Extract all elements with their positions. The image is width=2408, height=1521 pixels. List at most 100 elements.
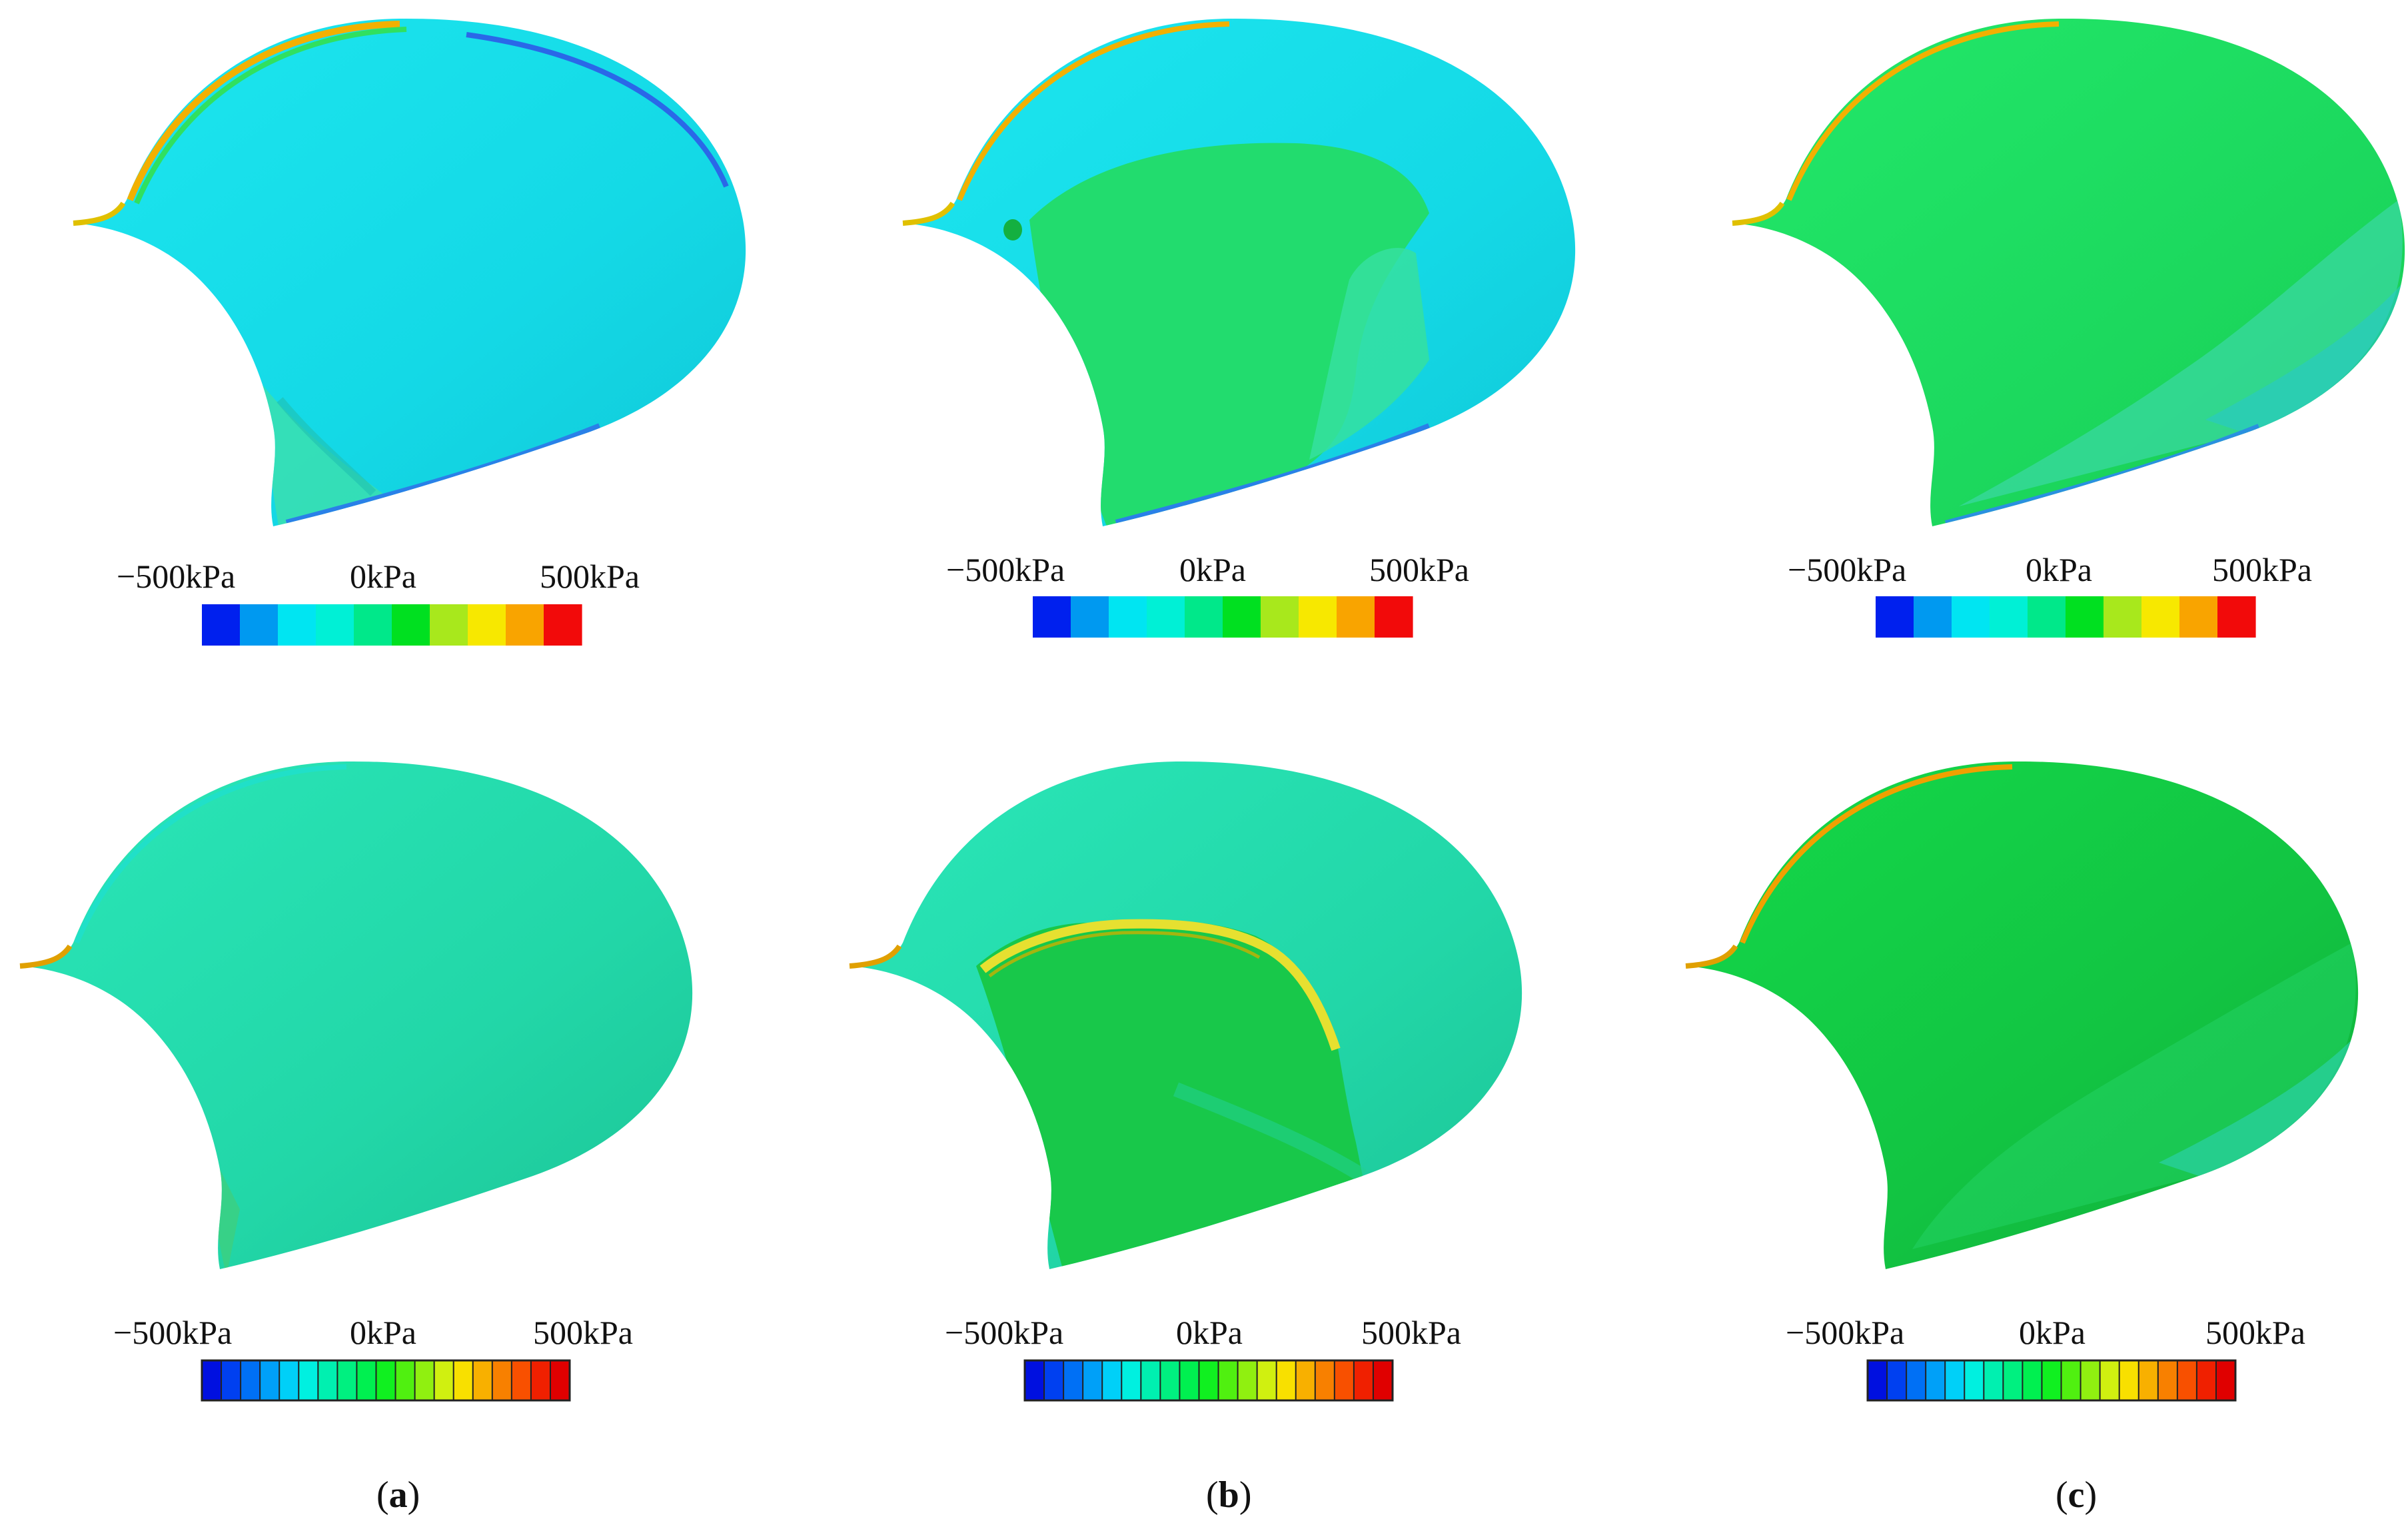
colorbar-swatch	[2141, 596, 2180, 638]
colorbar-swatch	[1926, 1360, 1946, 1400]
colorbar-swatch	[1914, 596, 1952, 638]
colorbar-r2c1: −500kPa 0kPa 500kPa	[113, 1314, 633, 1402]
colorbar-r2c2: −500kPa 0kPa 500kPa	[945, 1314, 1461, 1402]
colorbar-min-label: −500kPa	[117, 558, 235, 595]
colorbar-max-label: 500kPa	[1361, 1314, 1461, 1351]
colorbar-min-label: −500kPa	[945, 1314, 1063, 1351]
blade-panel-r1c3	[1732, 18, 2405, 527]
colorbar-swatch	[316, 604, 354, 646]
colorbar-swatch	[1261, 596, 1299, 638]
colorbar-swatch	[1109, 596, 1147, 638]
colorbar-swatch	[544, 604, 582, 646]
colorbar-swatch	[492, 1360, 512, 1400]
colorbar-swatch	[1868, 1360, 1888, 1400]
colorbar-swatch	[2215, 1360, 2236, 1400]
colorbar-swatch	[2217, 596, 2256, 638]
colorbar-swatch	[1102, 1360, 1122, 1400]
colorbar-swatch	[1964, 1360, 1984, 1400]
colorbar-swatch	[241, 1360, 261, 1400]
blade-panel-r1c2	[902, 18, 1576, 527]
colorbar-max-label: 500kPa	[533, 1314, 633, 1351]
colorbar-max-label: 500kPa	[2212, 551, 2312, 588]
colorbar-swatch	[472, 1360, 493, 1400]
colorbar-swatch	[202, 1360, 222, 1400]
caption-b: (b)	[1206, 1474, 1251, 1516]
colorbar-swatch	[2157, 1360, 2178, 1400]
colorbar-swatch	[1185, 596, 1223, 638]
blade-panel-r2c1	[19, 761, 693, 1270]
blade-panel-r2c3	[1685, 761, 2359, 1269]
colorbar-swatch	[2100, 1360, 2120, 1400]
colorbar-swatch	[1295, 1360, 1316, 1400]
colorbar-mid-label: 0kPa	[1179, 551, 1246, 588]
colorbar-swatch	[1984, 1360, 2004, 1400]
colorbar-swatch	[1083, 1360, 1103, 1400]
colorbar-swatch	[434, 1360, 454, 1400]
colorbar-border	[1023, 1359, 1394, 1402]
colorbar-swatch	[2061, 1360, 2082, 1400]
colorbar-max-label: 500kPa	[540, 558, 640, 595]
colorbar-swatch	[1025, 1360, 1045, 1400]
colorbar-swatch	[2119, 1360, 2139, 1400]
colorbar-swatch	[1257, 1360, 1277, 1400]
colorbar-swatch	[337, 1360, 358, 1400]
blade-panel-r2c2	[849, 761, 1522, 1269]
colorbar-swatch	[430, 604, 468, 646]
colorbar-swatch	[2177, 1360, 2197, 1400]
colorbar-swatch	[1179, 1360, 1200, 1400]
colorbar-swatch	[279, 1360, 299, 1400]
colorbar-swatch	[453, 1360, 474, 1400]
colorbar-r1c3: −500kPa 0kPa 500kPa	[1788, 551, 2312, 638]
colorbar-swatch	[2138, 1360, 2159, 1400]
colorbar-swatch	[2179, 596, 2218, 638]
colorbar-swatch	[1218, 1360, 1239, 1400]
colorbar-swatch	[1276, 1360, 1297, 1400]
colorbar-swatch	[2066, 596, 2104, 638]
colorbar-mid-label: 0kPa	[350, 1314, 416, 1351]
colorbar-swatch	[1375, 596, 1413, 638]
colorbar-swatch	[506, 604, 544, 646]
colorbar-swatch	[392, 604, 430, 646]
colorbar-swatch	[1147, 596, 1185, 638]
colorbar-swatch	[1952, 596, 1990, 638]
colorbar-r1c2: −500kPa 0kPa 500kPa	[946, 551, 1469, 638]
colorbar-swatch	[1353, 1360, 1374, 1400]
colorbar-swatch	[260, 1360, 280, 1400]
colorbar-swatch	[356, 1360, 377, 1400]
colorbar-swatch	[2022, 1360, 2043, 1400]
colorbar-max-label: 500kPa	[2205, 1314, 2305, 1351]
blade-panel-r1c1	[73, 18, 746, 527]
colorbar-swatch	[278, 604, 316, 646]
colorbar-border	[201, 1359, 571, 1402]
colorbar-swatch	[299, 1360, 318, 1400]
colorbar-swatch	[395, 1360, 416, 1400]
colorbar-swatch	[2104, 596, 2142, 638]
colorbar-swatch	[318, 1360, 338, 1400]
colorbar-swatch	[202, 604, 241, 646]
colorbar-swatch	[2080, 1360, 2101, 1400]
colorbar-min-label: −500kPa	[1786, 1314, 1904, 1351]
colorbar-swatch	[550, 1360, 570, 1400]
colorbar-swatch	[2196, 1360, 2217, 1400]
colorbar-border	[1866, 1359, 2237, 1402]
colorbar-swatch	[1990, 596, 2028, 638]
colorbar-swatch	[1044, 1360, 1064, 1400]
colorbar-swatch	[1334, 1360, 1355, 1400]
colorbar-swatch	[1121, 1360, 1141, 1400]
colorbar-swatch	[240, 604, 279, 646]
colorbar-min-label: −500kPa	[1788, 551, 1906, 588]
colorbar-swatch	[2003, 1360, 2024, 1400]
colorbar-swatch	[414, 1360, 435, 1400]
colorbar-mid-label: 0kPa	[2026, 551, 2092, 588]
colorbar-swatch	[1141, 1360, 1161, 1400]
colorbar-swatch	[511, 1360, 532, 1400]
colorbar-swatch	[221, 1360, 241, 1400]
colorbar-swatch	[2028, 596, 2066, 638]
colorbar-swatch	[1876, 596, 1914, 638]
colorbar-swatch	[1945, 1360, 1965, 1400]
colorbar-swatch	[1299, 596, 1337, 638]
caption-a: (a)	[376, 1474, 420, 1516]
colorbar-swatch	[1033, 596, 1071, 638]
colorbar-mid-label: 0kPa	[1176, 1314, 1243, 1351]
